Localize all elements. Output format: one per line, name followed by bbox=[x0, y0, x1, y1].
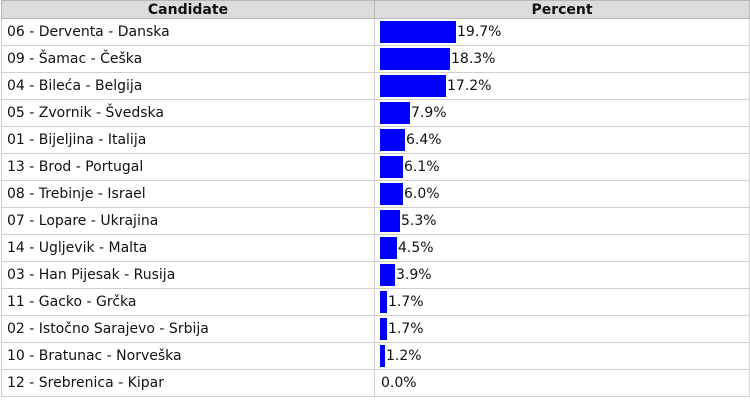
bar-wrapper: 7.9% bbox=[380, 100, 749, 126]
percent-bar bbox=[380, 318, 387, 340]
percent-value-label: 6.4% bbox=[406, 132, 442, 148]
candidate-name: 03 - Han Pijesak - Rusija bbox=[1, 261, 375, 289]
table-row: 14 - Ugljevik - Malta 4.5% bbox=[1, 234, 750, 262]
percent-value-label: 3.9% bbox=[396, 267, 432, 283]
bar-wrapper: 4.5% bbox=[380, 235, 749, 261]
percent-value-label: 18.3% bbox=[451, 51, 496, 67]
percent-value-label: 7.9% bbox=[411, 105, 447, 121]
percent-value-label: 19.7% bbox=[457, 24, 502, 40]
bar-wrapper: 18.3% bbox=[380, 46, 749, 72]
percent-value-label: 1.7% bbox=[388, 294, 424, 310]
percent-bar bbox=[380, 129, 405, 151]
bar-wrapper: 0.0% bbox=[380, 370, 749, 396]
percent-bar bbox=[380, 210, 400, 232]
percent-value-label: 5.3% bbox=[401, 213, 437, 229]
percent-bar bbox=[380, 102, 410, 124]
percent-cell: 6.1% bbox=[374, 153, 750, 181]
percent-cell: 1.2% bbox=[374, 342, 750, 370]
percent-value-label: 1.2% bbox=[386, 348, 422, 364]
percent-cell: 1.7% bbox=[374, 315, 750, 343]
percent-cell: 17.2% bbox=[374, 72, 750, 100]
candidate-name: 09 - Šamac - Češka bbox=[1, 45, 375, 73]
candidate-name: 08 - Trebinje - Israel bbox=[1, 180, 375, 208]
percent-bar bbox=[380, 264, 395, 286]
table-row: 13 - Brod - Portugal 6.1% bbox=[1, 153, 750, 181]
percent-value-label: 0.0% bbox=[381, 375, 417, 391]
percent-bar bbox=[380, 75, 446, 97]
percent-bar bbox=[380, 48, 450, 70]
percent-cell: 1.7% bbox=[374, 288, 750, 316]
table-row: 08 - Trebinje - Israel 6.0% bbox=[1, 180, 750, 208]
table-row: 03 - Han Pijesak - Rusija 3.9% bbox=[1, 261, 750, 289]
table-row: 06 - Derventa - Danska 19.7% bbox=[1, 18, 750, 46]
table-row: 07 - Lopare - Ukrajina 5.3% bbox=[1, 207, 750, 235]
percent-bar bbox=[380, 291, 387, 313]
bar-wrapper: 1.7% bbox=[380, 316, 749, 342]
bar-wrapper: 6.1% bbox=[380, 154, 749, 180]
candidate-name: 12 - Srebrenica - Kipar bbox=[1, 369, 375, 397]
candidate-name: 06 - Derventa - Danska bbox=[1, 18, 375, 46]
candidate-name: 05 - Zvornik - Švedska bbox=[1, 99, 375, 127]
bar-wrapper: 5.3% bbox=[380, 208, 749, 234]
candidate-name: 04 - Bileća - Belgija bbox=[1, 72, 375, 100]
table-row: 01 - Bijeljina - Italija 6.4% bbox=[1, 126, 750, 154]
candidate-name: 10 - Bratunac - Norveška bbox=[1, 342, 375, 370]
percent-value-label: 6.0% bbox=[404, 186, 440, 202]
percent-cell: 0.0% bbox=[374, 369, 750, 397]
bar-wrapper: 6.4% bbox=[380, 127, 749, 153]
percent-cell: 6.0% bbox=[374, 180, 750, 208]
table-row: 02 - Istočno Sarajevo - Srbija 1.7% bbox=[1, 315, 750, 343]
percent-value-label: 17.2% bbox=[447, 78, 492, 94]
bar-wrapper: 3.9% bbox=[380, 262, 749, 288]
percent-cell: 6.4% bbox=[374, 126, 750, 154]
percent-bar bbox=[380, 237, 397, 259]
percent-cell: 5.3% bbox=[374, 207, 750, 235]
percent-cell: 4.5% bbox=[374, 234, 750, 262]
percent-cell: 7.9% bbox=[374, 99, 750, 127]
candidate-name: 01 - Bijeljina - Italija bbox=[1, 126, 375, 154]
candidate-name: 14 - Ugljevik - Malta bbox=[1, 234, 375, 262]
candidate-name: 02 - Istočno Sarajevo - Srbija bbox=[1, 315, 375, 343]
table-row: 09 - Šamac - Češka 18.3% bbox=[1, 45, 750, 73]
percent-bar bbox=[380, 156, 403, 178]
candidate-column-header: Candidate bbox=[1, 0, 375, 19]
bar-wrapper: 1.2% bbox=[380, 343, 749, 369]
bar-wrapper: 17.2% bbox=[380, 73, 749, 99]
table-row: 05 - Zvornik - Švedska 7.9% bbox=[1, 99, 750, 127]
bar-wrapper: 19.7% bbox=[380, 19, 749, 45]
percent-column-header: Percent bbox=[374, 0, 750, 19]
bar-wrapper: 1.7% bbox=[380, 289, 749, 315]
percent-bar bbox=[380, 21, 456, 43]
percent-cell: 18.3% bbox=[374, 45, 750, 73]
percent-cell: 19.7% bbox=[374, 18, 750, 46]
table-row: 04 - Bileća - Belgija 17.2% bbox=[1, 72, 750, 100]
percent-value-label: 1.7% bbox=[388, 321, 424, 337]
percent-value-label: 4.5% bbox=[398, 240, 434, 256]
percent-bar bbox=[380, 345, 385, 367]
results-body: 06 - Derventa - Danska 19.7% 09 - Šamac - … bbox=[1, 18, 750, 397]
bar-wrapper: 6.0% bbox=[380, 181, 749, 207]
candidate-name: 13 - Brod - Portugal bbox=[1, 153, 375, 181]
table-row: 10 - Bratunac - Norveška 1.2% bbox=[1, 342, 750, 370]
table-row: 11 - Gacko - Grčka 1.7% bbox=[1, 288, 750, 316]
percent-bar bbox=[380, 183, 403, 205]
percent-value-label: 6.1% bbox=[404, 159, 440, 175]
candidate-name: 07 - Lopare - Ukrajina bbox=[1, 207, 375, 235]
candidate-name: 11 - Gacko - Grčka bbox=[1, 288, 375, 316]
header-row: Candidate Percent bbox=[1, 0, 750, 19]
percent-cell: 3.9% bbox=[374, 261, 750, 289]
table-row: 12 - Srebrenica - Kipar 0.0% bbox=[1, 369, 750, 397]
